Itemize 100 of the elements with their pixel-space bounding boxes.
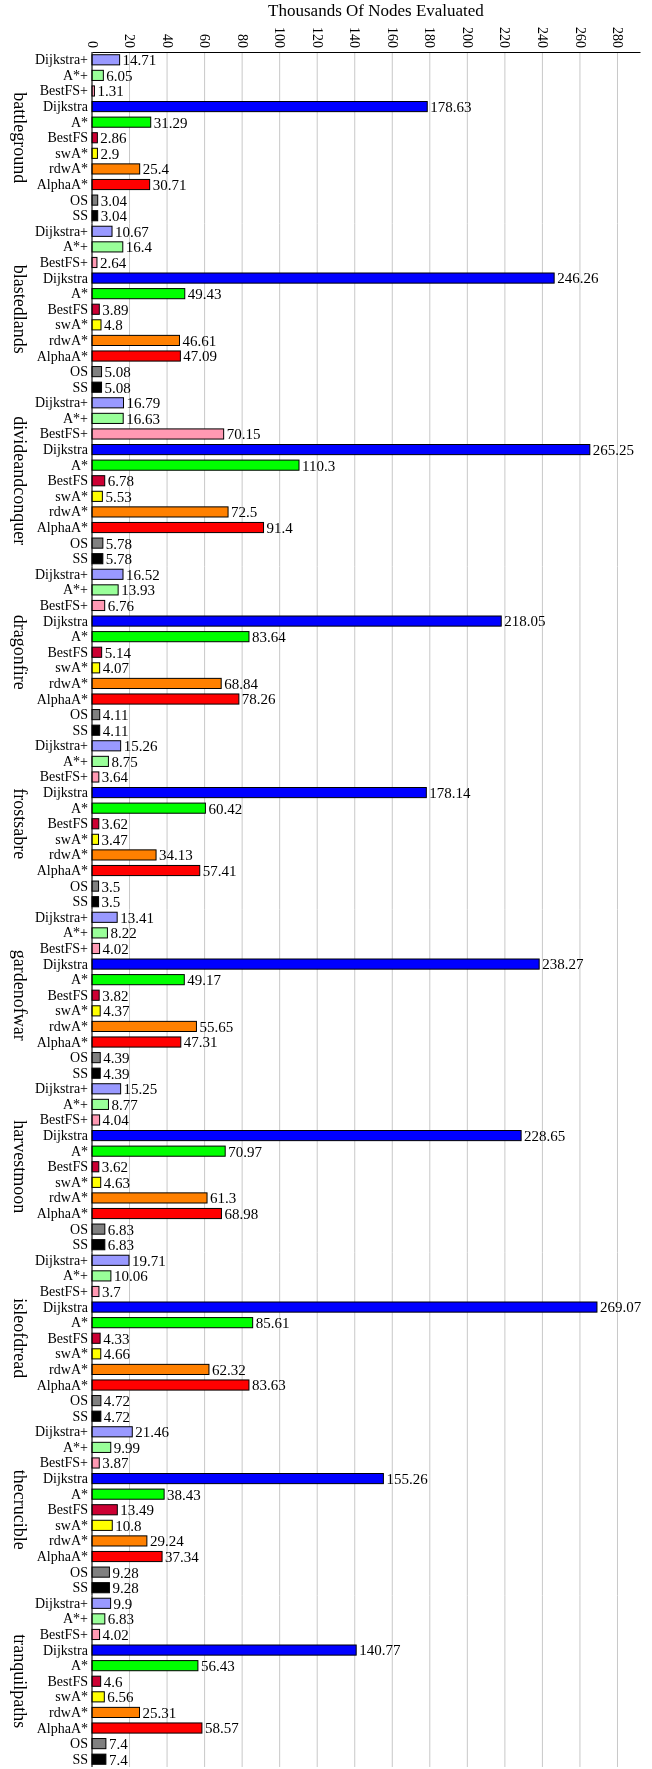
x-tick-label: 280 (610, 27, 626, 48)
data-label: 5.53 (105, 488, 132, 505)
data-label: 31.29 (153, 114, 188, 131)
data-label: 47.09 (183, 348, 218, 365)
y-tick-label: SS (72, 551, 88, 567)
data-label: 7.4 (108, 1736, 129, 1753)
data-label: 269.07 (599, 1299, 642, 1316)
y-tick-label: Dijkstra+ (35, 395, 89, 411)
data-label: 3.5 (101, 878, 121, 895)
y-tick-label: A* (70, 1315, 88, 1331)
y-tick-label: A*+ (62, 1611, 89, 1627)
y-tick-label: Dijkstra (42, 442, 89, 458)
y-tick-label: OS (70, 535, 88, 551)
data-label: 30.71 (152, 176, 187, 193)
data-label: 5.08 (104, 364, 131, 381)
y-tick-label: swA* (55, 660, 88, 676)
y-tick-label: BestFS (47, 130, 88, 146)
data-label: 265.25 (592, 441, 635, 458)
y-tick-label: BestFS+ (39, 597, 89, 613)
y-tick-label: rdwA* (49, 161, 88, 177)
y-tick-label: SS (72, 208, 88, 224)
y-tick-label: BestFS (47, 644, 88, 660)
data-label: 25.31 (142, 1704, 177, 1721)
text: gardenofwar (10, 949, 30, 1041)
data-label: 3.62 (101, 1159, 129, 1176)
data-label: 16.52 (126, 566, 160, 583)
data-label: 8.22 (110, 925, 137, 942)
data-label: 4.66 (103, 1346, 131, 1363)
x-tick-label: 240 (535, 27, 551, 48)
data-label: 10.67 (115, 223, 150, 240)
y-tick-label: rdwA* (49, 1704, 88, 1720)
data-label: 4.72 (103, 1393, 131, 1410)
data-label: 6.83 (107, 1237, 135, 1254)
data-label: 4.04 (102, 1112, 130, 1129)
y-tick-label: BestFS+ (39, 1283, 89, 1299)
text: dragonfire (10, 614, 30, 690)
y-tick-label: BestFS (47, 1330, 88, 1346)
text: blastedlands (10, 264, 30, 354)
data-label: 3.7 (101, 1283, 122, 1300)
y-tick-label: A* (70, 972, 88, 988)
y-tick-label: Dijkstra+ (35, 909, 89, 925)
y-tick-label: BestFS (47, 1673, 88, 1689)
x-tick-label: 260 (572, 27, 588, 48)
y-tick-label: rdwA* (49, 1533, 88, 1549)
y-tick-label: SS (72, 1751, 88, 1767)
y-tick-label: AlphaA* (36, 1720, 88, 1736)
data-label: 4.8 (104, 317, 123, 334)
data-label: 6.05 (106, 67, 133, 84)
y-tick-label: BestFS (47, 987, 88, 1003)
y-tick-label: Dijkstra (42, 956, 89, 972)
data-label: 91.4 (266, 519, 294, 536)
data-label: 6.83 (107, 1221, 135, 1238)
data-label: 8.77 (111, 1096, 139, 1113)
data-label: 178.14 (429, 784, 472, 801)
y-tick-label: OS (70, 1393, 88, 1409)
data-label: 14.71 (122, 52, 157, 69)
data-label: 70.15 (226, 426, 261, 443)
y-tick-label: BestFS+ (39, 1112, 89, 1128)
data-label: 13.93 (121, 582, 155, 599)
y-tick-label: BestFS (47, 816, 88, 832)
y-tick-label: SS (72, 1065, 88, 1081)
y-tick-label: OS (70, 364, 88, 380)
data-label: 4.37 (103, 1003, 130, 1020)
y-tick-label: SS (72, 1237, 88, 1253)
y-tick-label: swA* (55, 1346, 88, 1362)
y-tick-label: Dijkstra (42, 270, 89, 286)
data-label: 1.31 (97, 83, 124, 100)
y-tick-label: OS (70, 1050, 88, 1066)
y-tick-label: Dijkstra+ (35, 566, 89, 582)
y-tick-label: A* (70, 457, 88, 473)
y-tick-label: Dijkstra (42, 1642, 89, 1658)
data-label: 78.26 (241, 691, 277, 708)
data-label: 85.61 (255, 1315, 290, 1332)
y-tick-label: BestFS+ (39, 426, 89, 442)
data-label: 13.41 (120, 909, 154, 926)
data-label: 25.4 (142, 161, 170, 178)
y-tick-label: AlphaA* (36, 348, 88, 364)
data-label: 57.41 (202, 862, 237, 879)
data-label: 3.04 (100, 192, 128, 209)
y-tick-label: Dijkstra (42, 1128, 89, 1144)
y-tick-label: BestFS+ (39, 1626, 89, 1642)
y-tick-label: rdwA* (49, 675, 88, 691)
y-tick-label: AlphaA* (36, 691, 88, 707)
data-label: 49.43 (187, 286, 222, 303)
y-tick-label: BestFS (47, 301, 88, 317)
y-tick-label: swA* (55, 1003, 88, 1019)
data-label: 3.89 (102, 301, 129, 318)
data-label: 218.05 (504, 613, 546, 630)
x-tick-label: 180 (422, 27, 438, 48)
data-label: 5.78 (105, 551, 133, 568)
data-label: 3.82 (102, 987, 129, 1004)
y-tick-label: swA* (55, 488, 88, 504)
data-label: 68.84 (224, 675, 259, 692)
y-tick-label: swA* (55, 1517, 88, 1533)
y-tick-label: A*+ (62, 1439, 89, 1455)
data-label: 47.31 (183, 1034, 218, 1051)
data-label: 5.14 (104, 644, 132, 661)
data-label: 83.63 (251, 1377, 286, 1394)
y-tick-label: A*+ (62, 239, 89, 255)
data-label: 3.87 (102, 1455, 130, 1472)
